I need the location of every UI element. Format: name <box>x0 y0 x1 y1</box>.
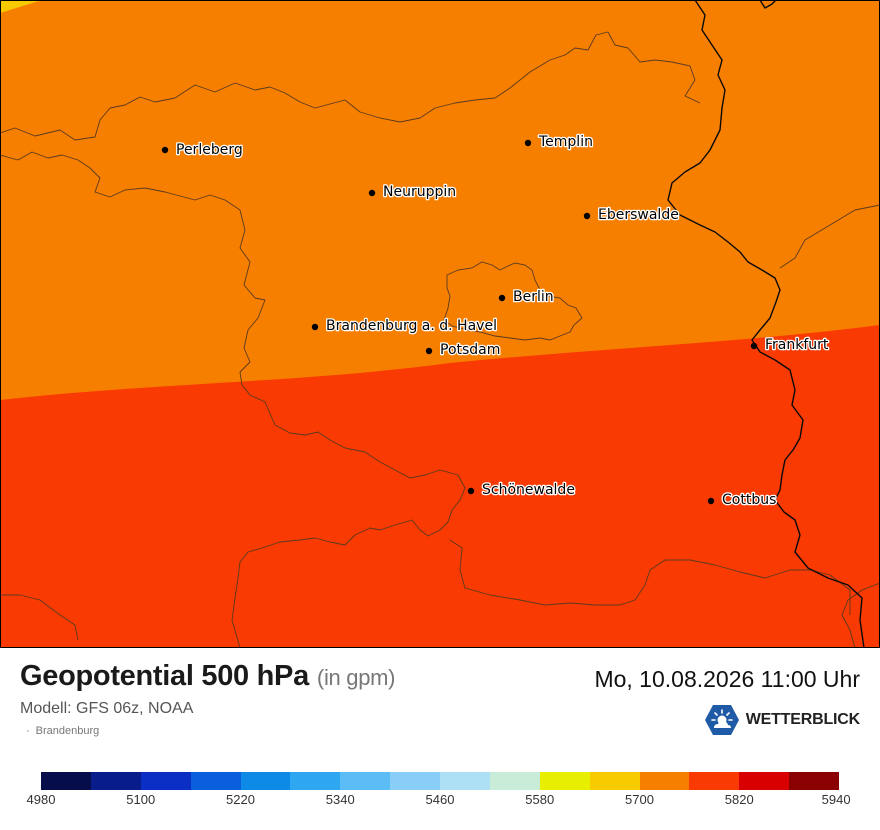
legend-swatch <box>340 772 391 790</box>
legend-swatch <box>140 772 191 790</box>
field-red <box>0 325 880 648</box>
city-marker-dot <box>498 294 506 302</box>
region-info: · Brandenburg <box>26 725 99 737</box>
city-label: Potsdam <box>440 342 500 358</box>
legend-swatch <box>190 772 241 790</box>
legend-swatch <box>390 772 440 790</box>
city-brandenburg-havel[interactable]: Brandenburg a. d. Havel <box>311 317 498 335</box>
model-info: Modell: GFS 06z, NOAA <box>20 700 194 717</box>
legend-tick-label: 5940 <box>821 792 851 807</box>
legend-swatch <box>789 772 839 790</box>
state-borders <box>0 31 880 648</box>
city-marker-dot <box>750 342 758 350</box>
region-label: Brandenburg <box>35 725 100 737</box>
unit-label: (in gpm) <box>316 665 396 690</box>
legend-swatch <box>689 772 740 790</box>
legend-swatch <box>90 772 141 790</box>
legend-swatch <box>589 772 640 790</box>
legend-swatch <box>41 772 91 790</box>
sun-cloud-icon <box>704 705 739 735</box>
legend-swatch <box>440 772 490 790</box>
legend-swatch <box>739 772 790 790</box>
legend-tick-label: 5580 <box>525 792 555 807</box>
city-perleberg[interactable]: Perleberg <box>161 141 244 159</box>
legend-tick-label: 5820 <box>724 792 754 807</box>
city-label: Berlin <box>513 289 554 305</box>
city-cottbus[interactable]: Cottbus <box>707 491 778 509</box>
legend-swatch <box>639 772 690 790</box>
city-templin[interactable]: Templin <box>524 133 594 151</box>
city-label: Neuruppin <box>383 184 456 200</box>
city-label: Eberswalde <box>598 207 679 223</box>
city-label: Frankfurt <box>765 337 829 353</box>
city-label: Cottbus <box>722 492 776 508</box>
field-yellow-corner <box>0 0 42 13</box>
legend-swatch <box>539 772 590 790</box>
city-marker-dot <box>524 139 532 147</box>
city-marker-dot <box>161 146 169 154</box>
city-marker-dot <box>707 497 715 505</box>
city-marker-dot <box>467 487 475 495</box>
city-potsdam[interactable]: Potsdam <box>425 341 502 359</box>
legend-labels: 4980 5100 5220 5340 5460 5580 5700 5820 5940 <box>0 792 880 812</box>
national-border <box>667 0 865 648</box>
brand-name: WETTERBLICK <box>745 711 860 728</box>
city-schoenewalde[interactable]: Schönewalde <box>467 481 576 499</box>
legend-tick-label: 5340 <box>325 792 355 807</box>
legend-swatch <box>290 772 341 790</box>
map-footer: Geopotential 500 hPa (in gpm) Modell: GFS… <box>0 648 880 830</box>
title-text: Geopotential 500 hPa <box>20 660 309 692</box>
weather-map[interactable]: Perleberg Templin Neuruppin Eberswalde B… <box>0 0 880 648</box>
city-marker-dot <box>583 212 591 220</box>
legend-swatch <box>240 772 291 790</box>
city-label: Brandenburg a. d. Havel <box>326 318 497 334</box>
legend-tick-label: 5100 <box>126 792 156 807</box>
berlin-border <box>443 261 583 341</box>
color-legend <box>41 772 839 790</box>
legend-tick-label: 5220 <box>226 792 255 807</box>
legend-tick-label: 5700 <box>625 792 654 807</box>
bullet-icon: · <box>26 725 30 737</box>
city-marker-dot <box>368 189 376 197</box>
brand-logo[interactable]: WETTERBLICK <box>704 704 860 736</box>
city-label: Schönewalde <box>482 482 575 498</box>
legend-swatch <box>489 772 540 790</box>
city-marker-dot <box>425 347 433 355</box>
city-label: Perleberg <box>176 142 243 158</box>
chart-title: Geopotential 500 hPa (in gpm) <box>20 660 396 693</box>
city-berlin[interactable]: Berlin <box>498 288 555 306</box>
legend-tick-label: 4980 <box>26 792 56 807</box>
city-marker-dot <box>311 323 319 331</box>
city-eberswalde[interactable]: Eberswalde <box>583 206 680 224</box>
city-markers: Perleberg Templin Neuruppin Eberswalde B… <box>161 133 830 509</box>
city-label: Templin <box>538 134 593 150</box>
legend-tick-label: 5460 <box>425 792 455 807</box>
forecast-datetime: Mo, 10.08.2026 11:00 Uhr <box>594 666 860 692</box>
city-frankfurt[interactable]: Frankfurt <box>750 336 830 354</box>
city-neuruppin[interactable]: Neuruppin <box>368 183 457 201</box>
